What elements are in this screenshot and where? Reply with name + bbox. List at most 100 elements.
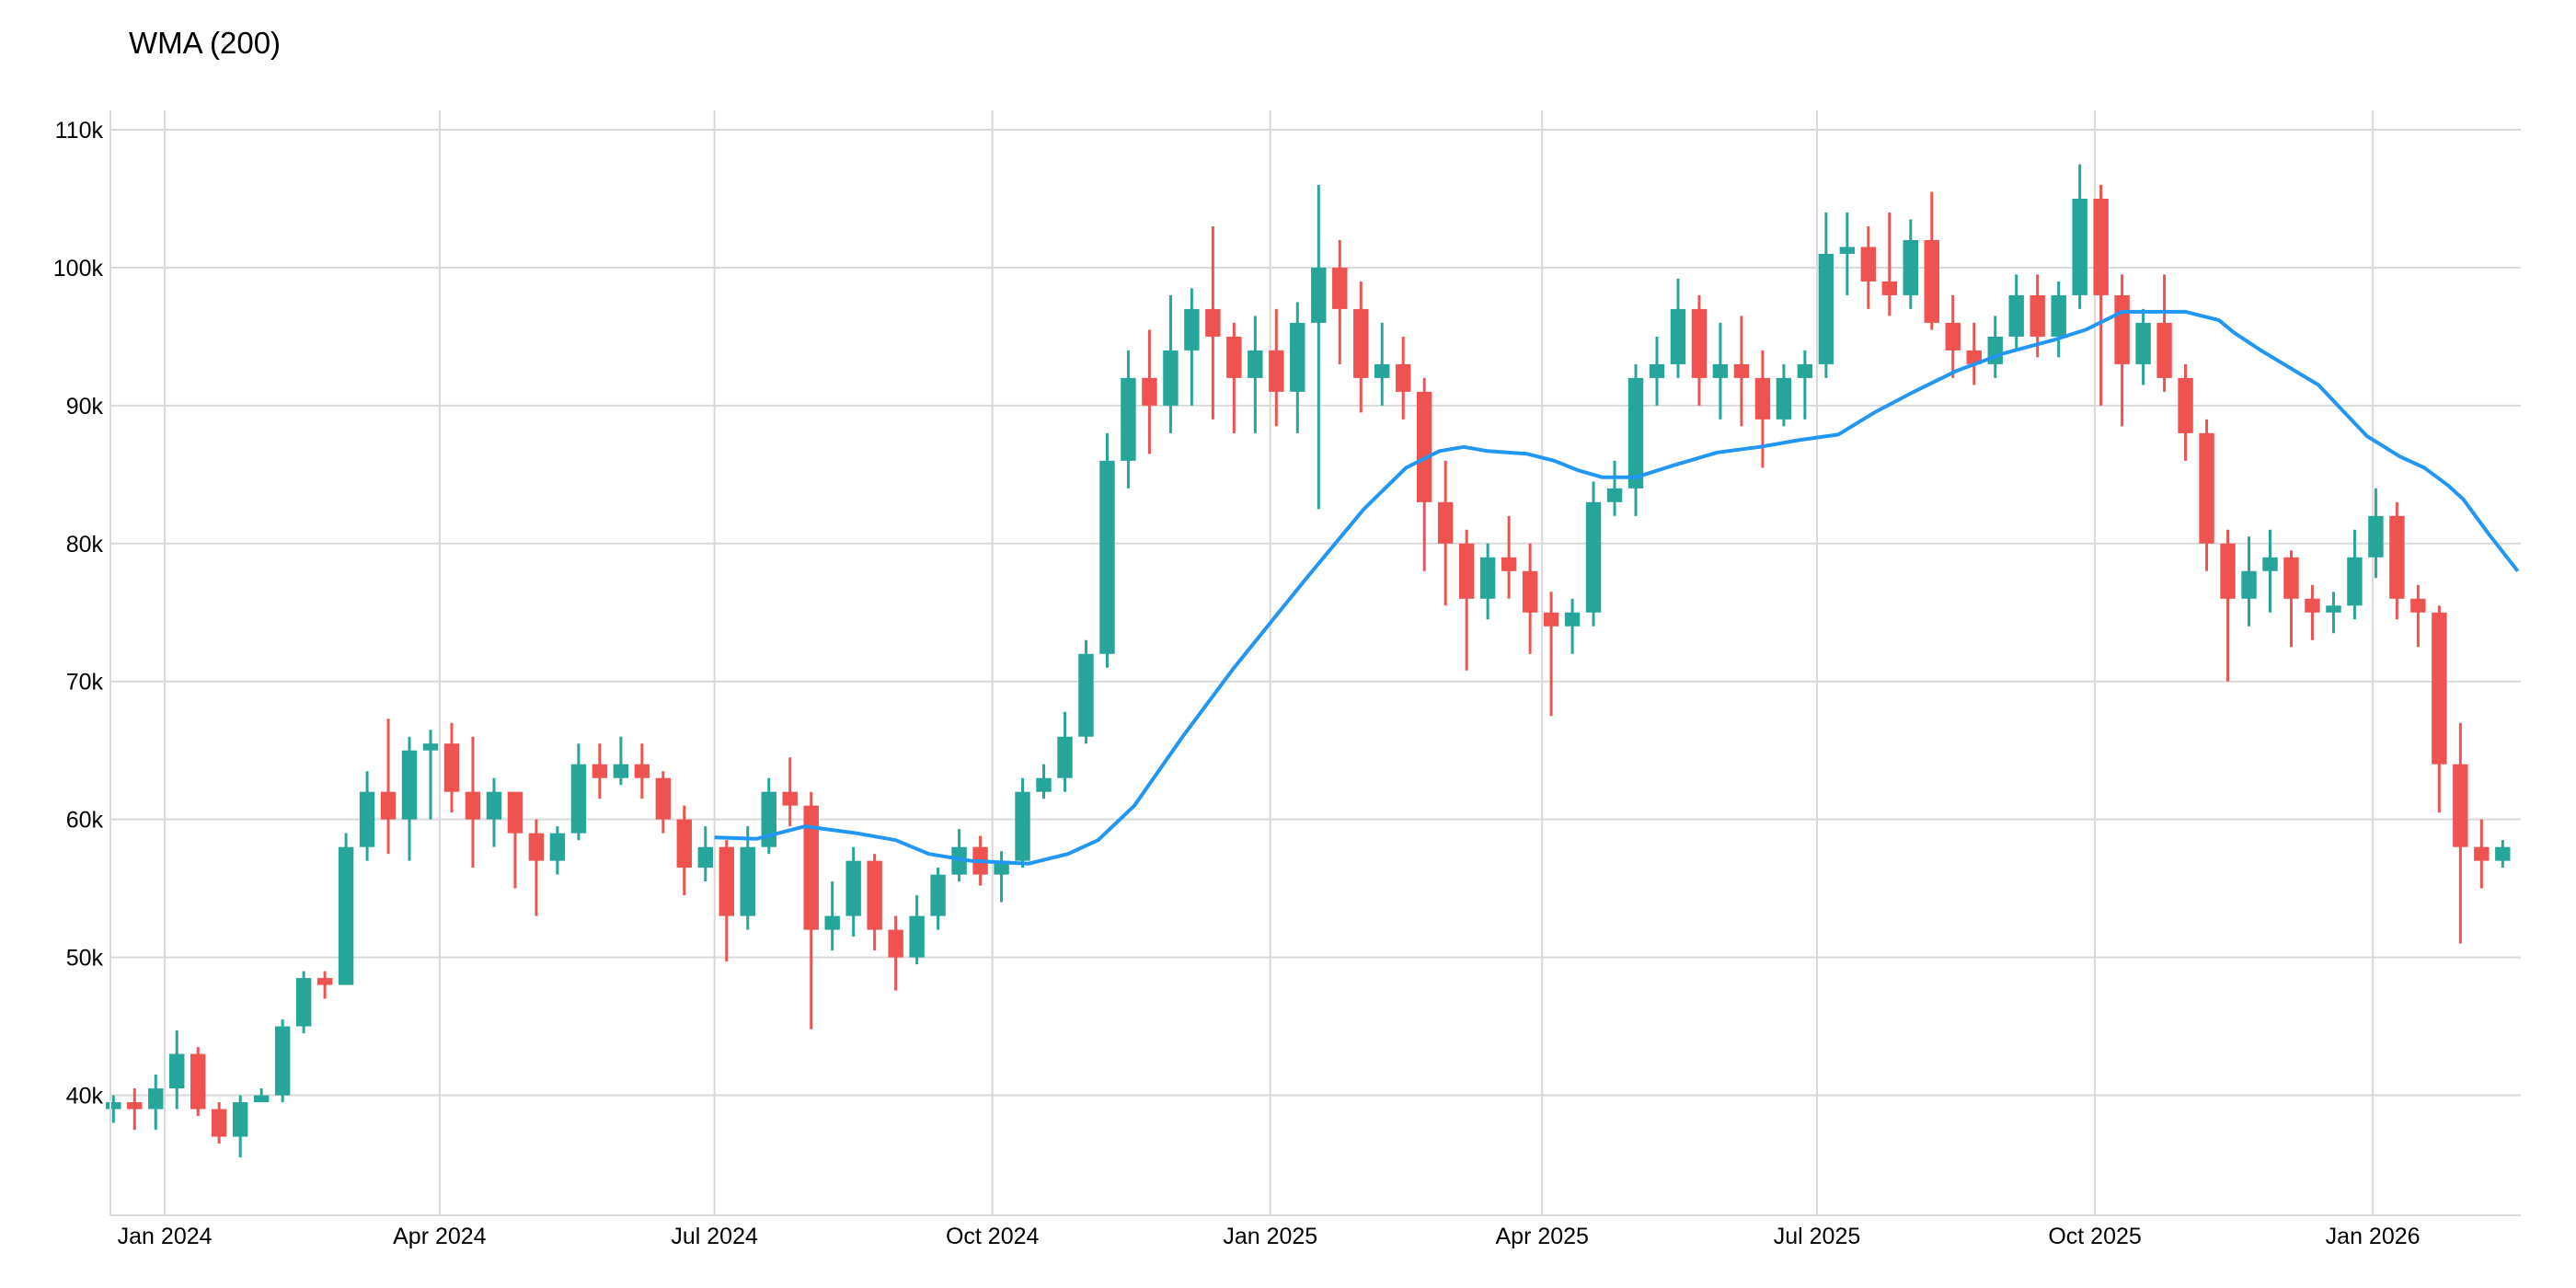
candle (2199, 419, 2214, 571)
candle (1903, 219, 1918, 309)
candle-body (1353, 308, 1369, 378)
candle (1522, 543, 1538, 654)
candle (634, 743, 650, 799)
candle-body (1691, 308, 1708, 378)
candle (1290, 302, 1305, 433)
candle (1353, 281, 1369, 413)
candle-body (295, 978, 312, 1027)
candle (1121, 350, 1136, 489)
y-tick-label: 100k (53, 256, 104, 282)
candle-body (2453, 764, 2468, 847)
candle (1754, 350, 1771, 468)
candle-body (1248, 350, 1263, 378)
candle-body (803, 805, 819, 930)
candle (824, 881, 840, 951)
candle-body (1163, 350, 1179, 406)
candle-body (232, 1102, 248, 1137)
candle (401, 736, 418, 861)
candle-body (1332, 267, 1348, 309)
candle (1396, 336, 1411, 420)
candle (528, 819, 545, 916)
candle (2135, 308, 2151, 385)
candle (2008, 274, 2024, 351)
candle-body (909, 915, 925, 958)
candle (338, 833, 354, 985)
candle-body (1903, 239, 1918, 295)
candle (592, 743, 608, 799)
candle-body (1966, 350, 1982, 364)
candle-body (1818, 253, 1834, 364)
candle-body (2220, 543, 2236, 599)
candle-body (655, 777, 672, 820)
axes: 40k 50k 60k 70k 80k 90k 100k 110k Jan 2024 Apr 20… (53, 110, 2521, 1249)
candle-body (549, 833, 566, 861)
candle-body (465, 791, 481, 820)
candle-body (1396, 363, 1411, 392)
candle (1501, 515, 1517, 599)
candle (148, 1075, 164, 1131)
candle-body (2114, 294, 2130, 364)
candle (1437, 460, 1454, 606)
candle (1311, 184, 1327, 510)
wma-line (714, 309, 2520, 866)
candle (2220, 529, 2236, 682)
candle (803, 791, 819, 1029)
candle (2262, 529, 2278, 613)
candle-body (1543, 612, 1559, 627)
candle-body (338, 846, 354, 985)
candle (1332, 239, 1348, 364)
candle-body (2305, 598, 2320, 613)
candle-body (1881, 281, 1898, 295)
candle-body (2347, 557, 2363, 606)
candle-body (1036, 777, 1052, 792)
candle (1458, 529, 1475, 671)
candle-body (2199, 432, 2214, 544)
candle (465, 736, 481, 868)
x-tick-label: Apr 2024 (393, 1224, 487, 1249)
candle-body (613, 764, 629, 778)
candle-body (2008, 294, 2024, 337)
candle (443, 722, 460, 813)
candle-body (824, 915, 840, 930)
candle-body (1860, 247, 1877, 282)
candle (1881, 212, 1898, 316)
candle (845, 846, 861, 937)
candle (2093, 184, 2109, 406)
candle-body (1564, 612, 1581, 627)
candle (782, 757, 798, 827)
candle-body (2262, 557, 2278, 571)
candle-body (169, 1053, 185, 1089)
candle-body (401, 750, 418, 820)
candle-body (1374, 363, 1390, 378)
candle-body (1670, 308, 1686, 364)
candle (1966, 322, 1982, 385)
candle (274, 1019, 291, 1103)
candle-body (570, 764, 587, 834)
candle-body (1797, 363, 1813, 378)
candle (295, 971, 312, 1034)
candle-body (845, 860, 861, 916)
y-tick-label: 70k (66, 670, 104, 696)
candle-body (2283, 557, 2299, 599)
candle-body (1649, 363, 1665, 378)
candle-body (1627, 377, 1644, 489)
y-tick-label: 80k (66, 532, 104, 558)
candle (253, 1088, 270, 1103)
candle (2114, 274, 2130, 427)
candle (2347, 529, 2363, 620)
candle (1205, 225, 1221, 420)
candle (486, 777, 502, 847)
candle (909, 895, 925, 965)
candle-body (1945, 322, 1961, 351)
candle (1163, 294, 1179, 433)
candle-body (2495, 846, 2511, 861)
candle (1036, 764, 1052, 799)
candle (1733, 316, 1750, 427)
candle-body (2030, 294, 2045, 337)
y-tick-label: 60k (66, 808, 104, 834)
candle (232, 1095, 248, 1158)
candle-body (888, 929, 903, 958)
candle-body (1290, 322, 1305, 392)
candle-body (634, 764, 650, 778)
